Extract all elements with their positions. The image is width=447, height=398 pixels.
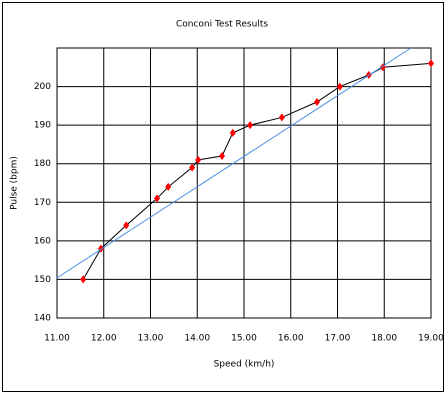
chart-title: Conconi Test Results [176,20,268,30]
data-point [278,113,285,122]
y-tick-label: 170 [34,198,51,208]
x-tick-label: 17.00 [325,334,351,344]
y-tick-label: 160 [34,236,51,246]
data-point [247,121,254,130]
data-point [229,128,236,137]
x-tick-label: 14.00 [184,334,210,344]
data-point [428,59,434,68]
x-tick-label: 13.00 [138,334,164,344]
data-point [219,152,226,160]
x-tick-label: 11.00 [44,334,70,344]
data-point [154,194,161,203]
data-point [80,275,87,284]
data-point [336,82,343,91]
data-point [195,155,202,164]
x-tick-label: 19.00 [418,334,444,344]
series-line [82,62,432,280]
y-tick-label: 190 [34,121,51,131]
y-axis-label: Pulse (bpm) [10,156,20,210]
x-tick-label: 18.00 [371,334,397,344]
data-point [123,221,130,230]
x-tick-label: 16.00 [278,334,304,344]
x-tick-label: 12.00 [91,334,117,344]
y-tick-label: 150 [34,275,51,285]
y-tick-label: 200 [34,82,51,92]
series-line [56,47,412,279]
y-tick-label: 140 [34,314,51,324]
y-tick-label: 180 [34,159,51,169]
data-point [189,163,196,172]
data-point [313,98,320,106]
x-tick-label: 15.00 [231,334,257,344]
x-axis-label: Speed (km/h) [214,360,275,370]
data-point [165,182,172,191]
